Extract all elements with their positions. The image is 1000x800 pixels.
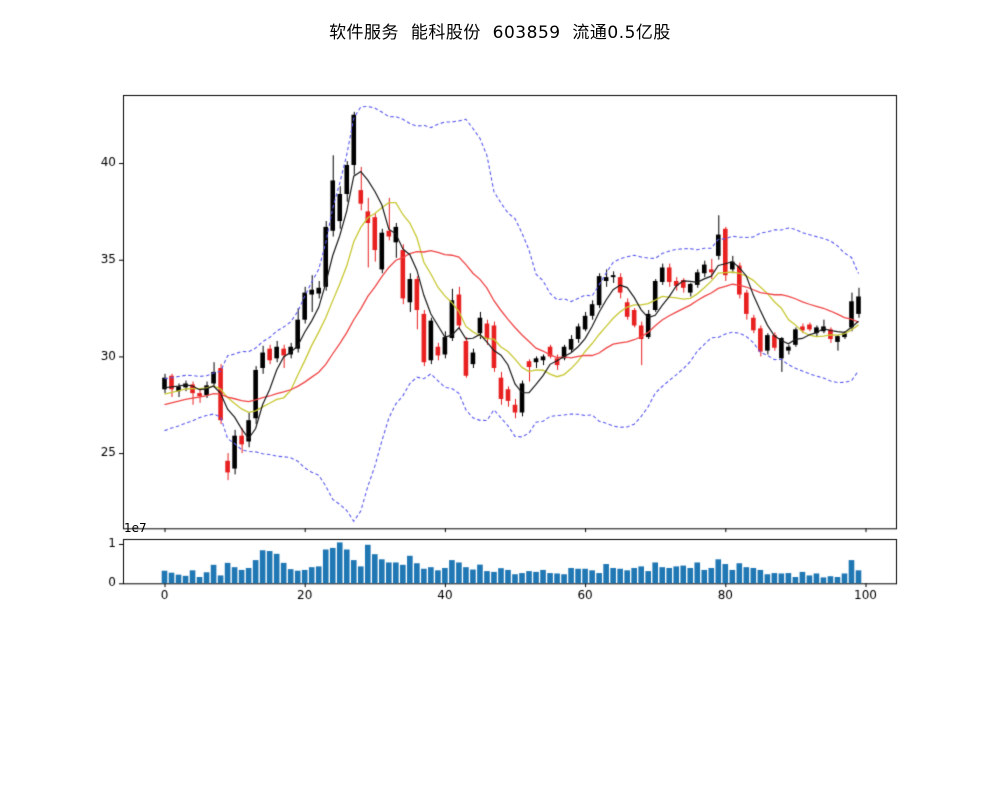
volume-axis-offset-label: 1e7 [124, 521, 147, 535]
chart-title: 软件服务 能科股份 603859 流通0.5亿股 [329, 23, 671, 43]
